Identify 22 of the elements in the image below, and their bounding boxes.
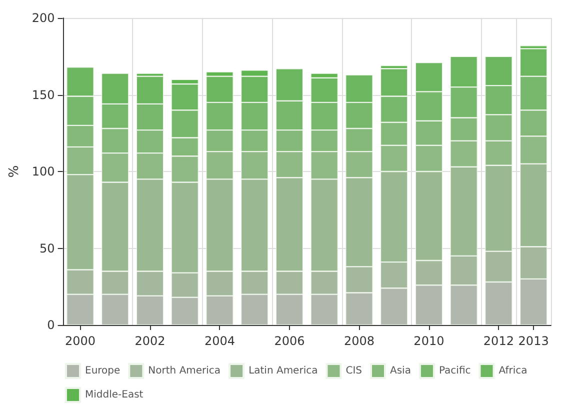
x-tick-label: 2006: [274, 334, 305, 348]
x-tick-label: 2008: [344, 334, 374, 348]
x-tick-label: 2013: [518, 334, 549, 348]
y-tick-label: 200: [32, 11, 55, 25]
x-tick-label: 2012: [483, 334, 514, 348]
y-tick-label: 100: [32, 164, 55, 178]
y-tick-label: 50: [40, 241, 55, 256]
x-tick-label: 2010: [414, 334, 444, 348]
x-tick-label: 2002: [134, 334, 166, 348]
legend-label: Middle-East: [85, 390, 144, 400]
x-tick-label: 2000: [64, 334, 96, 348]
x-tick-label: 2004: [204, 334, 235, 348]
legend-label: North America: [148, 366, 221, 376]
y-axis-title: %: [7, 165, 22, 178]
legend-label: Pacific: [438, 366, 471, 376]
y-tick-label: 150: [32, 88, 55, 102]
legend-label: CIS: [346, 366, 362, 376]
legend-label: Asia: [390, 366, 411, 376]
y-tick-label: 0: [47, 318, 55, 332]
legend-label: Africa: [498, 366, 528, 376]
legend-label: Europe: [85, 366, 120, 376]
legend-label: Latin America: [248, 366, 318, 376]
